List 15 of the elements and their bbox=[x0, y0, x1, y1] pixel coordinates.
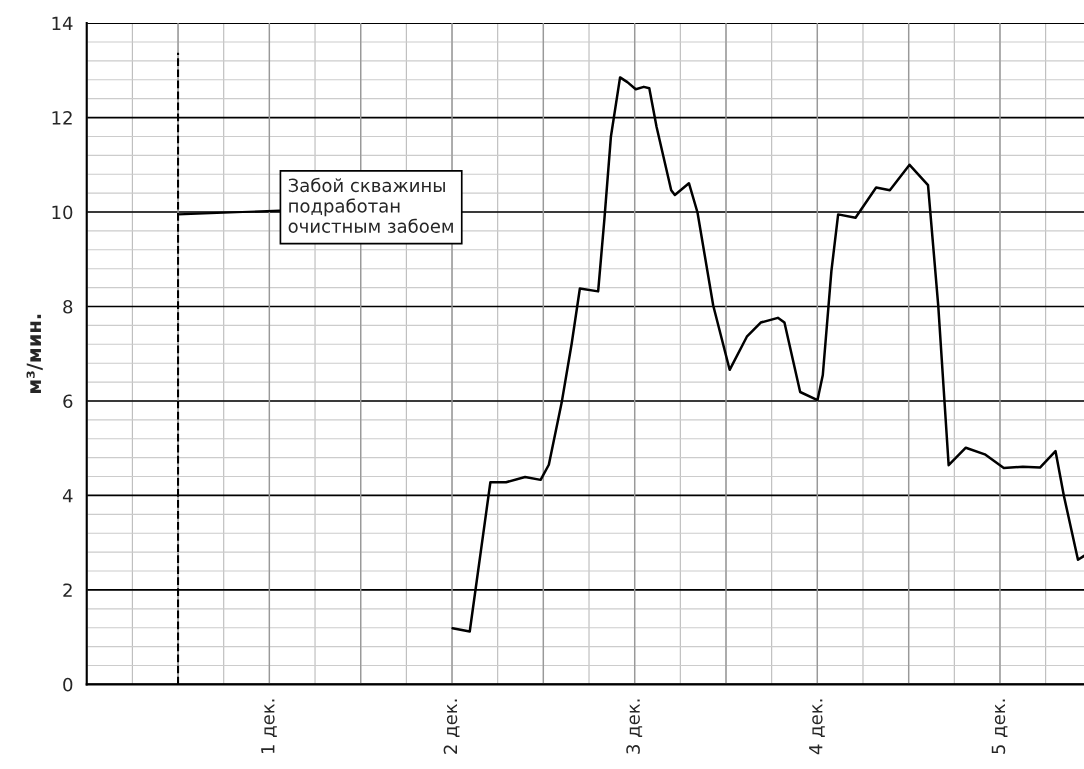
y-axis-title: м³/мин. bbox=[26, 314, 43, 394]
annotation: Забой скважины подработан очистным забоем bbox=[288, 177, 453, 233]
y-tick-label: 12 bbox=[52, 111, 72, 125]
y-tick-label: 8 bbox=[63, 299, 73, 314]
x-tick-label: 3 дек. bbox=[626, 699, 643, 754]
y-tick-label: 4 bbox=[62, 489, 73, 503]
y-tick-label: 2 bbox=[63, 583, 72, 597]
y-tick-label: 0 bbox=[63, 677, 73, 692]
y-tick-label: 14 bbox=[52, 16, 73, 30]
x-tick-label: 1 дек. bbox=[261, 699, 277, 754]
x-tick-label: 2 дек. bbox=[443, 699, 460, 754]
x-tick-label: 5 дек. bbox=[991, 699, 1008, 754]
y-tick-label: 6 bbox=[63, 394, 73, 409]
y-tick-label: 10 bbox=[52, 205, 73, 220]
x-tick-label: 4 дек. bbox=[809, 699, 825, 755]
